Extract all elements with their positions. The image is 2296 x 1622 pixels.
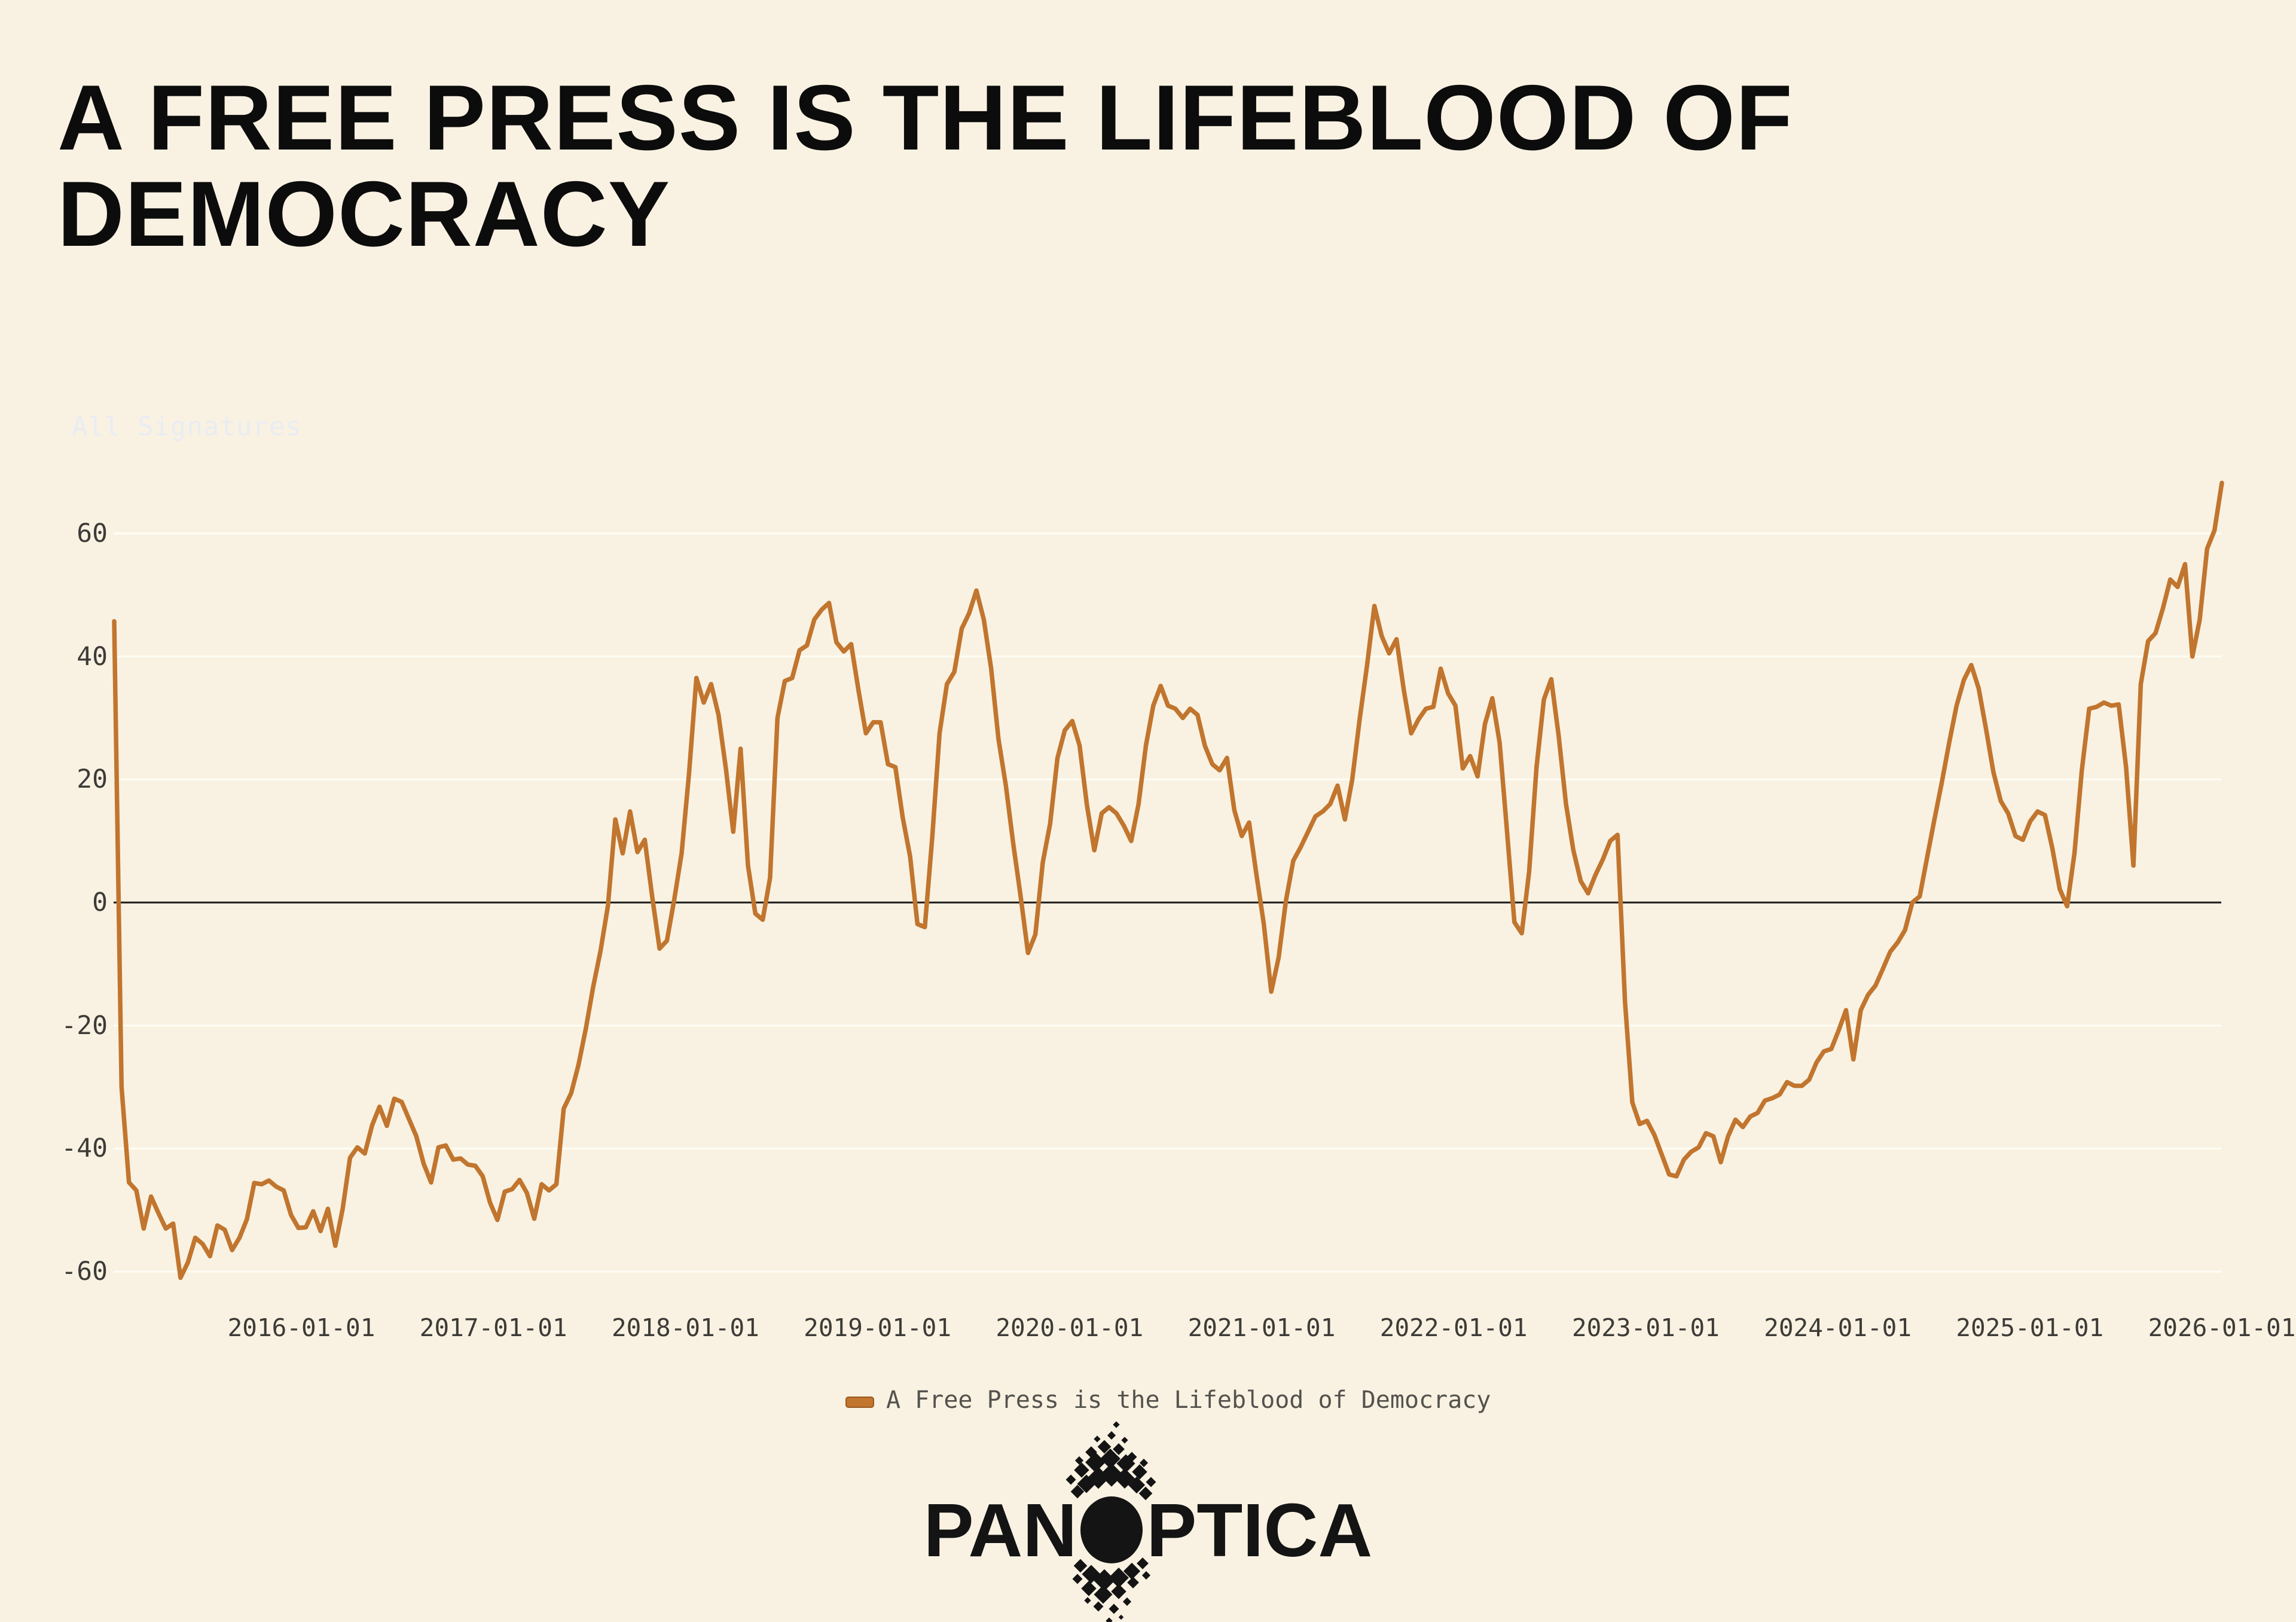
- panoptica-logo: PAN PTICA: [0, 1421, 2296, 1622]
- x-tick-label: 2024-01-01: [1764, 1313, 1912, 1342]
- legend-label: A Free Press is the Lifeblood of Democra…: [886, 1386, 1491, 1414]
- x-tick-label: 2026-01-01: [2148, 1313, 2296, 1342]
- y-tick-label: 0: [92, 888, 108, 917]
- chart-watermark-label: All Signatures: [72, 411, 302, 442]
- x-tick-label: 2022-01-01: [1379, 1313, 1528, 1342]
- y-tick-label: -20: [61, 1010, 108, 1041]
- chart-legend: A Free Press is the Lifeblood of Democra…: [845, 1386, 1491, 1414]
- x-tick-label: 2017-01-01: [419, 1313, 567, 1342]
- logo-text-left: PAN: [923, 1487, 1077, 1572]
- panoptica-eye-icon: [1065, 1421, 1156, 1622]
- page-title-line1: A FREE PRESS IS THE LIFEBLOOD OF: [57, 66, 1793, 169]
- y-tick-label: 20: [77, 764, 108, 795]
- logo-text-right: PTICA: [1146, 1487, 1373, 1572]
- x-tick-label: 2021-01-01: [1187, 1313, 1336, 1342]
- x-tick-label: 2023-01-01: [1571, 1313, 1720, 1342]
- x-tick-label: 2020-01-01: [996, 1313, 1144, 1342]
- legend-swatch: [845, 1396, 874, 1408]
- page-title: A FREE PRESS IS THE LIFEBLOOD OF DEMOCRAC…: [57, 69, 1793, 262]
- x-tick-label: 2018-01-01: [611, 1313, 759, 1342]
- y-tick-label: 60: [77, 518, 108, 548]
- gridlines: [114, 532, 2221, 1273]
- x-tick-label: 2025-01-01: [1956, 1313, 2104, 1342]
- y-tick-label: -40: [61, 1133, 108, 1164]
- page-title-line2: DEMOCRACY: [57, 162, 671, 266]
- y-tick-label: -60: [61, 1257, 108, 1287]
- y-tick-label: 40: [77, 641, 108, 672]
- x-tick-label: 2016-01-01: [227, 1313, 375, 1342]
- x-tick-label: 2019-01-01: [804, 1313, 952, 1342]
- press-freedom-line: [112, 480, 2224, 1280]
